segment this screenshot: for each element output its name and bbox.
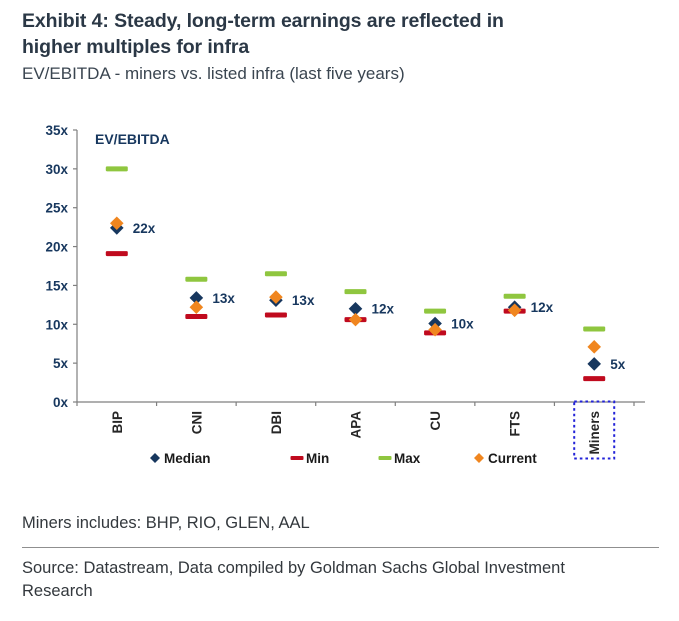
- y-tick-label: 15x: [45, 278, 68, 293]
- current-marker-cu: [428, 322, 442, 337]
- y-tick-label: 10x: [45, 317, 68, 332]
- y-tick-label: 20x: [45, 240, 68, 255]
- ev-ebitda-range-chart: 0x 5x 10x 15x 20x 25x 30x 35x EV/EBITDA 22x 13x 13x…: [45, 123, 645, 466]
- max-marker-fts: [503, 293, 526, 299]
- source-line2: Research: [22, 582, 93, 600]
- legend-min-icon: [290, 456, 304, 460]
- current-marker-apa: [348, 312, 363, 327]
- current-marker-fts: [507, 303, 522, 318]
- footer-divider: [22, 547, 659, 548]
- min-marker-cni: [185, 314, 208, 320]
- miners-highlight-box: [573, 400, 616, 460]
- value-label: 22x: [133, 221, 156, 236]
- y-tick-label: 0x: [53, 395, 69, 410]
- value-label: 12x: [372, 302, 395, 317]
- category-label-bip: BIP: [110, 411, 125, 434]
- legend-max-icon: [378, 456, 392, 460]
- current-marker-miners: [587, 340, 602, 354]
- exhibit-subtitle: EV/EBITDA - miners vs. listed infra (las…: [22, 64, 405, 83]
- legend-current-label: Current: [488, 451, 537, 466]
- y-tick-label: 30x: [45, 162, 68, 177]
- category-label-apa: APA: [349, 411, 364, 439]
- value-label: 12x: [531, 300, 554, 315]
- source-line1: Source: Datastream, Data compiled by Gol…: [22, 559, 565, 577]
- legend-min-label: Min: [306, 451, 329, 466]
- min-marker-dbi: [264, 312, 287, 318]
- max-marker-dbi: [264, 271, 287, 277]
- legend-median-label: Median: [164, 451, 211, 466]
- legend-max-label: Max: [394, 451, 421, 466]
- exhibit-title-line1: Exhibit 4: Steady, long-term earnings ar…: [22, 10, 504, 32]
- category-label-dbi: DBI: [269, 411, 284, 434]
- max-marker-bip: [105, 166, 128, 172]
- category-label-fts: FTS: [508, 411, 523, 437]
- value-label: 13x: [212, 291, 235, 306]
- value-label: 10x: [451, 317, 474, 332]
- y-tick-label: 35x: [45, 123, 68, 138]
- value-label: 5x: [610, 357, 626, 372]
- median-marker-miners: [587, 357, 602, 371]
- min-marker-bip: [105, 251, 128, 257]
- chart-inner-title: EV/EBITDA: [95, 131, 170, 147]
- median-marker-cni: [189, 291, 204, 305]
- category-label-cu: CU: [428, 411, 443, 431]
- min-marker-miners: [583, 376, 606, 382]
- legend-median-icon: [150, 453, 160, 463]
- y-tick-label: 25x: [45, 201, 68, 216]
- max-marker-apa: [344, 289, 367, 295]
- source-note: Source: Datastream, Data compiled by Gol…: [22, 557, 655, 603]
- current-marker-bip: [109, 216, 124, 231]
- value-label: 13x: [292, 293, 315, 308]
- current-marker-cni: [189, 300, 204, 314]
- exhibit-title-line2: higher multiples for infra: [22, 36, 250, 58]
- max-marker-miners: [583, 326, 606, 332]
- max-marker-cni: [185, 276, 208, 282]
- legend-current-icon: [474, 453, 484, 463]
- y-tick-label: 5x: [53, 356, 69, 371]
- current-marker-dbi: [269, 290, 283, 304]
- max-marker-cu: [424, 308, 447, 314]
- median-marker-apa: [348, 301, 363, 316]
- category-label-miners: Miners: [587, 411, 602, 455]
- miners-note: Miners includes: BHP, RIO, GLEN, AAL: [22, 514, 310, 532]
- category-label-cni: CNI: [189, 411, 204, 434]
- exhibit-title: Exhibit 4: Steady, long-term earnings ar…: [22, 8, 655, 60]
